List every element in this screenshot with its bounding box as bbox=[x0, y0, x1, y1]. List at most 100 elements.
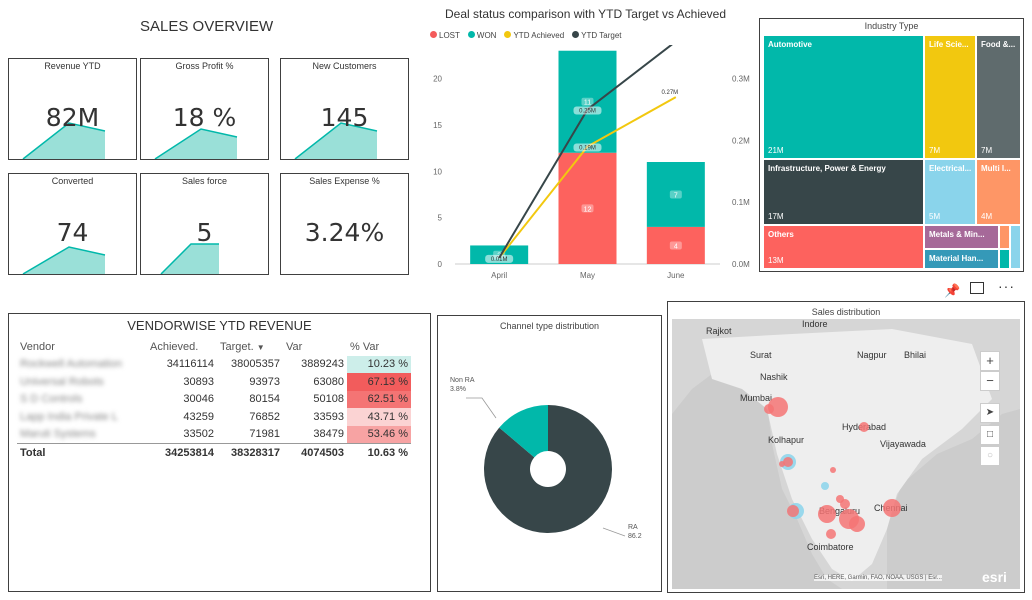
map-bubble[interactable] bbox=[826, 529, 836, 539]
treemap-cell[interactable]: Multi I... 4M bbox=[976, 159, 1021, 225]
vendor-name: Maruti Systems bbox=[20, 428, 96, 441]
pin-icon[interactable]: 📌 bbox=[944, 283, 961, 298]
treemap-cell-small[interactable] bbox=[999, 225, 1010, 249]
deal-chart[interactable]: 051015200.0M0.1M0.2M0.3MApril2May1211Jun… bbox=[420, 45, 755, 290]
treemap-value: 5M bbox=[929, 212, 941, 221]
treemap-cell[interactable]: Material Han... bbox=[924, 249, 999, 269]
table-row[interactable]: Maruti Systems 33502 71981 38479 53.46 % bbox=[17, 425, 411, 444]
sales-distribution-panel[interactable]: Sales distribution Rajkot Indore Surat Nagp… bbox=[667, 301, 1025, 593]
col-target[interactable]: Target. ▼ bbox=[217, 338, 283, 356]
kpi-card[interactable]: Sales Expense % 3.24% bbox=[280, 173, 409, 275]
pct-var-cell: 53.46 % bbox=[347, 425, 411, 444]
total-var: 4074503 bbox=[301, 446, 344, 459]
map-attribution[interactable]: Esri, HERE, Garmin, FAO, NOAA, USGS | Es… bbox=[814, 575, 942, 581]
bar-won[interactable] bbox=[646, 162, 705, 227]
treemap-label: Electrical... bbox=[929, 164, 972, 173]
channel-donut-chart[interactable] bbox=[438, 316, 660, 590]
legend-label: YTD Achieved bbox=[513, 31, 565, 40]
treemap-cell[interactable]: Electrical... 5M bbox=[924, 159, 976, 225]
map-bubble[interactable] bbox=[883, 499, 901, 517]
kpi-card[interactable]: Revenue YTD 82M bbox=[8, 58, 137, 160]
map-bubble[interactable] bbox=[849, 516, 865, 532]
kpi-card[interactable]: New Customers 145 bbox=[280, 58, 409, 160]
map-bubble[interactable] bbox=[840, 499, 850, 509]
legend-item[interactable]: WON bbox=[467, 31, 496, 40]
col-vendor[interactable]: Vendor bbox=[20, 340, 55, 353]
table-row[interactable]: Universal Robots 30893 93973 63080 67.13… bbox=[17, 373, 411, 391]
map-bubbles[interactable] bbox=[672, 319, 1020, 589]
kpi-card[interactable]: Converted 74 bbox=[8, 173, 137, 275]
var-cell: 50108 bbox=[313, 393, 344, 406]
map-bubble[interactable] bbox=[821, 482, 829, 490]
industry-type-panel[interactable]: Industry Type Automotive 21M Life Scie... 7… bbox=[759, 18, 1024, 272]
map-bubble[interactable] bbox=[764, 404, 774, 414]
vendor-table: Vendor Achieved. Target. ▼ Var % Var Roc… bbox=[17, 338, 411, 462]
map-bubble[interactable] bbox=[783, 457, 793, 467]
non-ra-label: Non RA 3.8% bbox=[450, 377, 475, 393]
table-row[interactable]: Lapp India Private L 43259 76852 33593 4… bbox=[17, 408, 411, 426]
table-row[interactable]: Rockwell Automation 34116114 38005357 38… bbox=[17, 355, 411, 373]
y-right-tick: 0.0M bbox=[732, 260, 750, 269]
treemap-cell[interactable]: Life Scie... 7M bbox=[924, 35, 976, 159]
select-pointer-button[interactable]: ➤ bbox=[980, 403, 1000, 423]
table-row[interactable]: S D Controls 30046 80154 50108 62.51 % bbox=[17, 390, 411, 408]
col-var[interactable]: Var bbox=[286, 340, 303, 353]
legend-item[interactable]: YTD Achieved bbox=[504, 31, 564, 40]
zoom-out-button[interactable]: − bbox=[980, 371, 1000, 391]
map-bubble[interactable] bbox=[787, 505, 799, 517]
rect-select-button[interactable]: □ bbox=[980, 425, 1000, 445]
leader-line-ra bbox=[602, 527, 626, 537]
col-pct-var[interactable]: % Var bbox=[350, 340, 380, 353]
map-bubble[interactable] bbox=[818, 505, 836, 523]
treemap-cell[interactable]: Automotive 21M bbox=[763, 35, 924, 159]
more-options-icon[interactable]: ··· bbox=[998, 278, 1015, 294]
kpi-title: Gross Profit % bbox=[175, 61, 234, 71]
line-data-label: 0.01M bbox=[491, 257, 508, 263]
treemap-cell[interactable]: Others 13M bbox=[763, 225, 924, 269]
map-area[interactable]: Rajkot Indore Surat Nagpur Bhilai Nashik Mumba… bbox=[672, 319, 1020, 589]
map-city-label: Rajkot bbox=[706, 326, 732, 336]
var-cell: 3889243 bbox=[301, 358, 344, 371]
line-data-label-bg bbox=[485, 254, 514, 263]
focus-mode-icon[interactable] bbox=[970, 282, 984, 294]
treemap-cell[interactable]: Food &... 7M bbox=[976, 35, 1021, 159]
industry-treemap[interactable]: Automotive 21M Life Scie... 7M Food &... 7M In… bbox=[763, 35, 1021, 269]
kpi-card[interactable]: Sales force 5 bbox=[140, 173, 269, 275]
col-achieved[interactable]: Achieved. bbox=[150, 340, 199, 353]
kpi-card[interactable]: Gross Profit % 18 % bbox=[140, 58, 269, 160]
legend-item[interactable]: LOST bbox=[430, 31, 460, 40]
treemap-cell-small[interactable] bbox=[1010, 225, 1021, 269]
line-data-label-bg bbox=[573, 106, 602, 115]
channel-type-panel[interactable]: Channel type distribution Non RA 3.8% RA 8… bbox=[437, 315, 662, 592]
map-bubble[interactable] bbox=[830, 467, 836, 473]
zoom-in-button[interactable]: + bbox=[980, 351, 1000, 371]
donut-slice-non-ra[interactable] bbox=[499, 405, 548, 458]
vendor-table-header: Vendor Achieved. Target. ▼ Var % Var bbox=[17, 338, 411, 356]
map-bubble[interactable] bbox=[779, 461, 785, 467]
donut-slice-ra[interactable] bbox=[484, 405, 612, 533]
kpi-title: New Customers bbox=[312, 61, 377, 71]
kpi-value: 18 % bbox=[172, 103, 237, 132]
esri-logo: esri bbox=[982, 569, 1007, 585]
kpi-value: 82M bbox=[45, 103, 100, 132]
lasso-select-button[interactable]: ○ bbox=[980, 446, 1000, 466]
channel-type-title: Channel type distribution bbox=[499, 321, 600, 331]
pct-var-cell: 62.51 % bbox=[347, 390, 411, 408]
kpi-title: Sales force bbox=[181, 176, 228, 186]
vendor-table-panel[interactable]: VENDORWISE YTD REVENUE Vendor Achieved. … bbox=[8, 313, 431, 592]
treemap-cell-small[interactable] bbox=[999, 249, 1010, 269]
industry-type-title: Industry Type bbox=[864, 21, 919, 31]
legend-item[interactable]: YTD Target bbox=[572, 31, 621, 40]
bar-won[interactable] bbox=[470, 245, 529, 264]
sort-desc-icon[interactable]: ▼ bbox=[256, 342, 265, 352]
bar-data-label: 12 bbox=[584, 206, 592, 213]
treemap-cell[interactable]: Infrastructure, Power & Energy 17M bbox=[763, 159, 924, 225]
target-cell: 71981 bbox=[249, 428, 280, 441]
map-bubble[interactable] bbox=[859, 422, 869, 432]
bar-lost[interactable] bbox=[646, 226, 705, 264]
treemap-cell[interactable]: Metals & Min... bbox=[924, 225, 999, 249]
var-cell: 33593 bbox=[313, 410, 344, 423]
bar-data-label-bg bbox=[669, 190, 682, 199]
bar-data-label-bg bbox=[581, 204, 594, 213]
achieved-cell: 43259 bbox=[183, 410, 214, 423]
